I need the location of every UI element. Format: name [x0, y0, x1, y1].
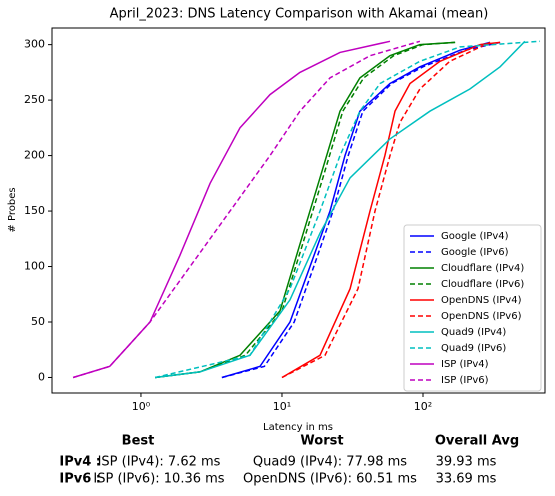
x-axis-label: Latency in ms: [263, 422, 333, 433]
series-line: [155, 41, 456, 379]
series-line: [154, 40, 541, 379]
row-label: IPv4 :: [59, 455, 101, 470]
legend-label: OpenDNS (IPv4): [441, 295, 522, 306]
table-header: Worst: [300, 434, 343, 449]
chart-title: April_2023: DNS Latency Comparison with …: [110, 7, 489, 22]
y-axis-label: # Probes: [7, 187, 18, 232]
table-header: Overall Avg: [435, 434, 519, 449]
y-tick-label: 150: [24, 204, 45, 217]
y-tick-label: 0: [38, 370, 45, 383]
legend-label: Cloudflare (IPv6): [441, 279, 524, 290]
legend-box: [403, 224, 542, 392]
series-line: [221, 41, 491, 379]
y-tick-label: 250: [24, 93, 45, 106]
legend-label: Google (IPv6): [441, 247, 509, 258]
y-tick-label: 100: [24, 260, 45, 273]
series-line: [221, 41, 501, 379]
series-line: [281, 41, 491, 379]
x-tick-label: 10¹: [273, 400, 291, 413]
table-header: Best: [122, 434, 155, 449]
table-cell: 39.93 ms: [436, 455, 497, 470]
table-cell: Quad9 (IPv4): 77.98 ms: [253, 455, 407, 470]
row-label: IPv6 :: [59, 472, 101, 487]
legend-label: Quad9 (IPv4): [441, 327, 506, 338]
series-line: [72, 40, 421, 379]
plot-frame: [51, 27, 546, 394]
table-cell: OpenDNS (IPv6): 60.51 ms: [243, 472, 417, 487]
y-tick-label: 200: [24, 149, 45, 162]
y-tick-label: 50: [31, 315, 45, 328]
table-cell: ISP (IPv6): 10.36 ms: [93, 472, 224, 487]
table-cell: 33.69 ms: [436, 472, 497, 487]
series-line: [281, 41, 501, 379]
legend-label: ISP (IPv4): [441, 359, 489, 370]
legend-label: Quad9 (IPv6): [441, 343, 506, 354]
x-tick-label: 10⁰: [132, 400, 151, 413]
table-cell: ISP (IPv4): 7.62 ms: [98, 455, 221, 470]
x-tick-label: 10²: [414, 400, 432, 413]
series-line: [155, 40, 526, 379]
legend-label: OpenDNS (IPv6): [441, 311, 522, 322]
legend-label: Google (IPv4): [441, 231, 509, 242]
y-tick-label: 300: [24, 38, 45, 51]
legend-label: Cloudflare (IPv4): [441, 263, 524, 274]
legend-label: ISP (IPv6): [441, 375, 489, 386]
